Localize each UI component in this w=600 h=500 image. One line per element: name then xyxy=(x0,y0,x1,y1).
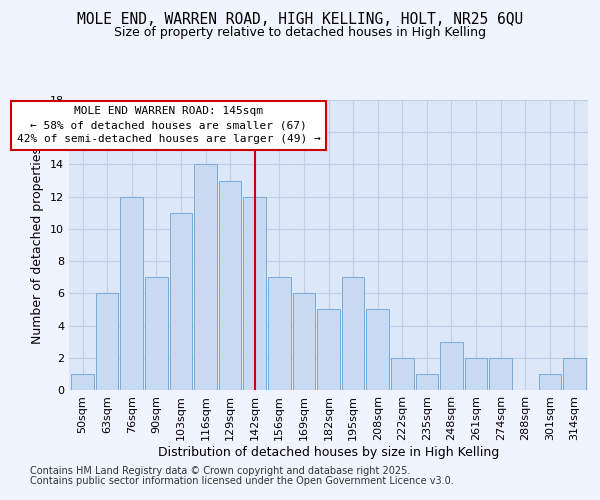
Bar xyxy=(440,342,463,390)
Bar xyxy=(416,374,438,390)
Bar xyxy=(121,196,143,390)
Bar xyxy=(71,374,94,390)
Bar xyxy=(563,358,586,390)
Bar xyxy=(391,358,413,390)
Bar xyxy=(145,277,167,390)
Bar xyxy=(465,358,487,390)
Text: Contains HM Land Registry data © Crown copyright and database right 2025.: Contains HM Land Registry data © Crown c… xyxy=(30,466,410,476)
Bar xyxy=(194,164,217,390)
Bar xyxy=(490,358,512,390)
Bar xyxy=(244,196,266,390)
Bar xyxy=(317,310,340,390)
Bar xyxy=(342,277,364,390)
Text: MOLE END, WARREN ROAD, HIGH KELLING, HOLT, NR25 6QU: MOLE END, WARREN ROAD, HIGH KELLING, HOL… xyxy=(77,12,523,28)
Bar xyxy=(539,374,561,390)
Bar xyxy=(293,294,315,390)
Bar xyxy=(96,294,118,390)
Text: Contains public sector information licensed under the Open Government Licence v3: Contains public sector information licen… xyxy=(30,476,454,486)
Bar xyxy=(170,213,192,390)
Bar xyxy=(219,180,241,390)
Bar xyxy=(367,310,389,390)
X-axis label: Distribution of detached houses by size in High Kelling: Distribution of detached houses by size … xyxy=(158,446,499,458)
Text: Size of property relative to detached houses in High Kelling: Size of property relative to detached ho… xyxy=(114,26,486,39)
Text: MOLE END WARREN ROAD: 145sqm
← 58% of detached houses are smaller (67)
42% of se: MOLE END WARREN ROAD: 145sqm ← 58% of de… xyxy=(17,106,320,144)
Bar xyxy=(268,277,290,390)
Y-axis label: Number of detached properties: Number of detached properties xyxy=(31,146,44,344)
